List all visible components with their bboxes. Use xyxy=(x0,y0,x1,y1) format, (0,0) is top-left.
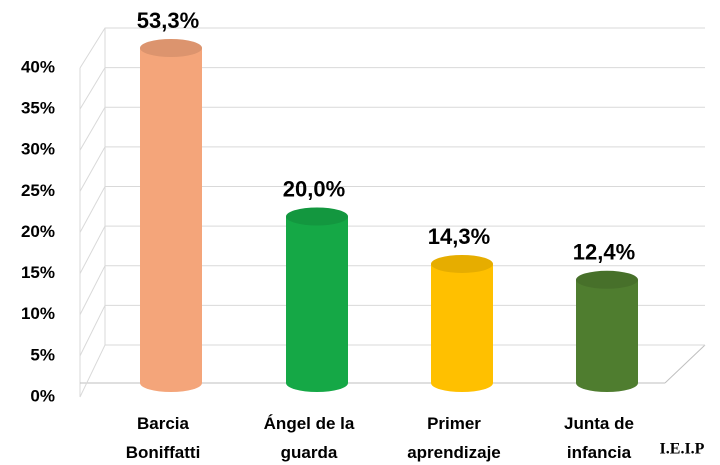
x-tick-line: Junta de xyxy=(564,414,634,433)
value-label: 20,0% xyxy=(283,176,345,201)
grid-line xyxy=(79,304,705,357)
grid-line xyxy=(79,344,705,398)
bar-top xyxy=(140,39,202,57)
grid-line xyxy=(79,106,705,151)
y-tick-label: 0% xyxy=(30,386,55,405)
x-tick-label: Barcia Boniffatti xyxy=(126,414,201,462)
bar-top xyxy=(431,254,493,273)
bar-top xyxy=(286,207,348,226)
x-tick-line: guarda xyxy=(281,443,338,462)
value-label: 53,3% xyxy=(137,8,199,33)
x-tick-label: Primer aprendizaje xyxy=(407,414,501,462)
x-tick-label: Ángel de la guarda xyxy=(264,414,355,462)
grid-line xyxy=(79,146,705,192)
annotation: I.E.I.P xyxy=(660,441,705,458)
cylinder xyxy=(286,216,348,392)
x-tick-line: Primer xyxy=(427,414,481,433)
y-tick-label: 5% xyxy=(30,345,55,364)
grid-line xyxy=(79,265,705,315)
bar xyxy=(286,216,348,392)
y-tick-label: 35% xyxy=(21,99,55,118)
cylinder xyxy=(140,48,202,392)
y-tick-label: 25% xyxy=(21,181,55,200)
y-tick-label: 30% xyxy=(21,140,55,159)
bar xyxy=(431,263,493,392)
bar-top xyxy=(576,270,638,289)
y-tick-label: 15% xyxy=(21,263,55,282)
x-tick-line: infancia xyxy=(567,443,632,462)
cylinder xyxy=(431,263,493,392)
x-tick-label: Junta de infancia xyxy=(564,414,634,462)
x-tick-line: Boniffatti xyxy=(126,443,201,462)
cylinder xyxy=(576,279,638,392)
y-tick-label: 10% xyxy=(21,304,55,323)
value-label: 14,3% xyxy=(428,224,490,249)
floor-right xyxy=(664,344,706,384)
grid-line xyxy=(79,186,705,233)
grid-line xyxy=(79,27,705,69)
grid-line xyxy=(79,67,705,110)
bar xyxy=(576,279,638,392)
x-tick-line: Barcia xyxy=(137,414,190,433)
value-label: 12,4% xyxy=(573,240,635,265)
x-tick-line: aprendizaje xyxy=(407,443,501,462)
bar xyxy=(140,48,202,392)
x-tick-line: Ángel de la xyxy=(264,414,355,433)
y-tick-label: 40% xyxy=(21,57,55,76)
grid-line xyxy=(79,225,705,274)
y-tick-label: 20% xyxy=(21,222,55,241)
